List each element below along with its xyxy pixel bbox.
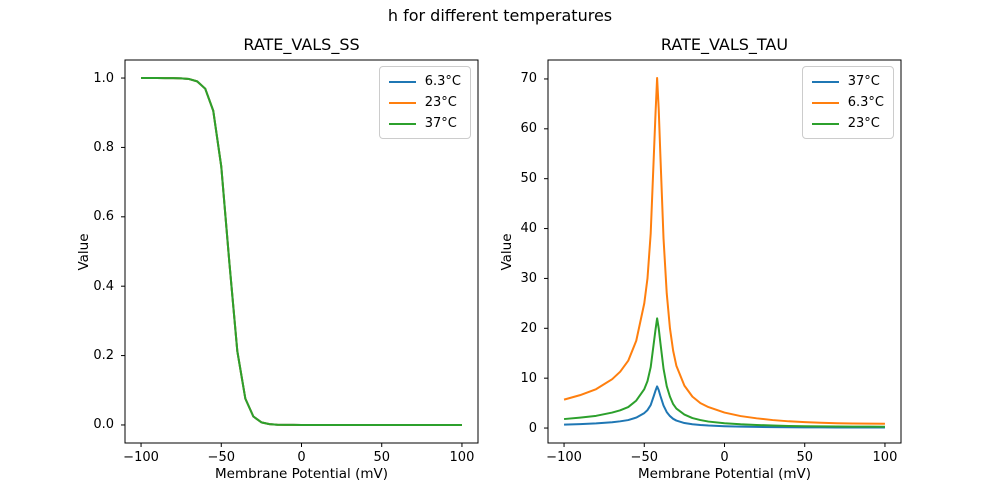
y-tick-label: 0.4: [93, 278, 114, 294]
y-tick-label: 0.6: [93, 209, 114, 225]
legend-label: 23°C: [847, 116, 880, 131]
x-axis-label: Membrane Potential (mV): [214, 466, 388, 482]
x-tick-label: −50: [207, 450, 235, 465]
x-tick-label: 50: [373, 450, 390, 465]
legend-label: 6.3°C: [847, 95, 884, 110]
legend-line-swatch: [811, 80, 839, 83]
x-tick-label: 100: [449, 450, 475, 465]
plot-canvas: [544, 59, 902, 447]
legend-item-2: 23°C: [811, 113, 884, 134]
x-tick-label: 50: [796, 450, 813, 465]
y-tick-label: 40: [520, 221, 537, 237]
legend-item-1: 23°C: [388, 92, 461, 113]
x-tick-label: −100: [546, 450, 582, 465]
legend-item-2: 37°C: [388, 113, 461, 134]
plot-canvas: [121, 59, 479, 447]
legend-label: 37°C: [847, 74, 880, 89]
y-tick-label: 1.0: [93, 70, 114, 86]
y-tick-label: 20: [520, 320, 537, 336]
legend: 6.3°C 23°C 37°C: [378, 66, 471, 139]
plot-title: RATE_VALS_TAU: [660, 35, 789, 54]
figure-title: h for different temperatures: [387, 6, 613, 25]
series-line-2: [563, 317, 885, 428]
legend-label: 23°C: [424, 95, 457, 110]
series-line-1: [563, 76, 885, 425]
legend-item-0: 6.3°C: [388, 71, 461, 92]
x-tick-label: 0: [297, 450, 306, 465]
y-tick-label: 10: [520, 370, 537, 386]
y-axis-label: Value: [499, 232, 515, 271]
y-tick-label: 0.2: [93, 348, 114, 364]
y-tick-label: 30: [520, 270, 537, 286]
y-tick-label: 60: [520, 121, 537, 137]
x-axis-label: Membrane Potential (mV): [637, 466, 811, 482]
y-tick-label: 50: [520, 171, 537, 187]
y-tick-label: 0.0: [93, 417, 114, 433]
series-line-0: [564, 385, 885, 429]
legend-line-swatch: [388, 122, 416, 125]
x-tick-label: 100: [872, 450, 898, 465]
legend-line-swatch: [388, 80, 416, 83]
legend-item-1: 6.3°C: [811, 92, 884, 113]
series-line-2: [141, 77, 462, 426]
legend: 37°C 6.3°C 23°C: [801, 66, 894, 139]
plot-title: RATE_VALS_SS: [243, 35, 360, 54]
legend-line-swatch: [811, 101, 839, 104]
legend-label: 6.3°C: [424, 74, 461, 89]
x-tick-label: 0: [720, 450, 729, 465]
y-tick-label: 70: [520, 71, 537, 87]
legend-label: 37°C: [424, 116, 457, 131]
legend-line-swatch: [388, 101, 416, 104]
y-tick-label: 0.8: [93, 139, 114, 155]
y-axis-label: Value: [76, 232, 92, 271]
y-tick-label: 0: [528, 420, 537, 436]
x-tick-label: −50: [630, 450, 658, 465]
legend-item-0: 37°C: [811, 71, 884, 92]
legend-line-swatch: [811, 122, 839, 125]
x-tick-label: −100: [123, 450, 159, 465]
